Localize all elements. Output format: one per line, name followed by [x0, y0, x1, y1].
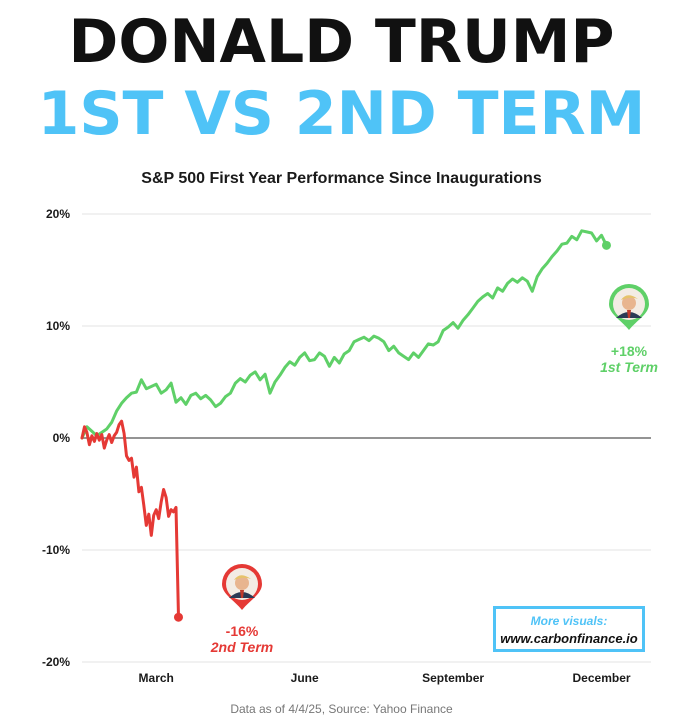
y-tick-label: 0% — [53, 431, 71, 445]
x-tick-label: December — [573, 671, 631, 685]
headline-line2: 1ST VS 2ND TERM — [37, 79, 646, 149]
y-tick-label: -20% — [42, 655, 70, 669]
portrait-tie — [240, 590, 244, 598]
series-line-first — [80, 229, 608, 440]
trump-portrait-icon — [609, 284, 649, 330]
portrait-face — [235, 576, 249, 590]
chart-title: S&P 500 First Year Performance Since Ina… — [141, 170, 542, 187]
x-tick-label: March — [139, 671, 174, 685]
second-term-change-label: -16% — [226, 623, 259, 639]
series-end-point-first — [601, 240, 611, 250]
y-tick-label: -10% — [42, 543, 70, 557]
series-line-second — [80, 419, 180, 619]
y-tick-label: 10% — [46, 319, 70, 333]
source-note: Data as of 4/4/25, Source: Yahoo Finance — [230, 702, 453, 716]
series-end-point-second — [173, 612, 183, 622]
y-tick-label: 20% — [46, 207, 70, 221]
x-tick-label: September — [422, 671, 484, 685]
promo-box[interactable]: More visuals: www.carbonfinance.io — [493, 606, 645, 652]
portrait-hair — [234, 575, 251, 580]
trump-portrait-icon — [222, 564, 262, 610]
first-term-label: 1st Term — [600, 359, 658, 375]
x-tick-label: June — [291, 671, 319, 685]
portrait-tie — [627, 310, 631, 318]
first-term-change-label: +18% — [611, 343, 648, 359]
portrait-face — [622, 296, 636, 310]
promo-url-link[interactable]: www.carbonfinance.io — [500, 631, 638, 646]
headline-line1: DONALD TRUMP — [68, 7, 615, 77]
second-term-label: 2nd Term — [210, 639, 274, 655]
portrait-hair — [621, 295, 638, 300]
promo-label: More visuals: — [530, 614, 608, 628]
